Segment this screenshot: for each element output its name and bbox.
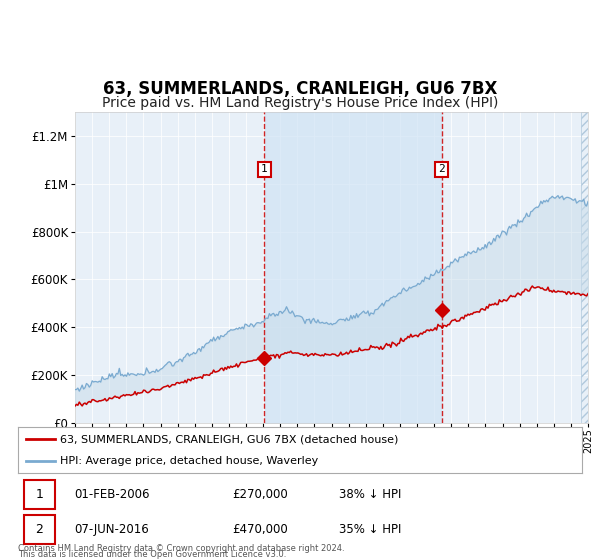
- FancyBboxPatch shape: [23, 515, 55, 544]
- Text: 35% ↓ HPI: 35% ↓ HPI: [340, 523, 402, 536]
- HPI: Average price, detached house, Waverley: (2.02e+03, 9.49e+05): Average price, detached house, Waverley:…: [559, 193, 566, 199]
- HPI: Average price, detached house, Waverley: (2.02e+03, 9.26e+05): Average price, detached house, Waverley:…: [584, 198, 592, 205]
- 63, SUMMERLANDS, CRANLEIGH, GU6 7BX (detached house): [584, 290, 592, 297]
- Text: 2: 2: [35, 523, 43, 536]
- 63, SUMMERLANDS, CRANLEIGH, GU6 7BX (detached house): [134, 389, 142, 396]
- 63, SUMMERLANDS, CRANLEIGH, GU6 7BX (detached house): [224, 363, 232, 370]
- Text: 38% ↓ HPI: 38% ↓ HPI: [340, 488, 402, 501]
- Text: 63, SUMMERLANDS, CRANLEIGH, GU6 7BX: 63, SUMMERLANDS, CRANLEIGH, GU6 7BX: [103, 80, 497, 98]
- Text: 63, SUMMERLANDS, CRANLEIGH, GU6 7BX (detached house): 63, SUMMERLANDS, CRANLEIGH, GU6 7BX (det…: [60, 434, 398, 444]
- Text: 01-FEB-2006: 01-FEB-2006: [74, 488, 150, 501]
- HPI: Average price, detached house, Waverley: (2e+03, 1.32e+05): Average price, detached house, Waverley:…: [76, 388, 83, 395]
- Text: £470,000: £470,000: [232, 523, 288, 536]
- Text: £270,000: £270,000: [232, 488, 288, 501]
- Text: HPI: Average price, detached house, Waverley: HPI: Average price, detached house, Wave…: [60, 456, 319, 466]
- Text: 1: 1: [261, 165, 268, 174]
- Text: Price paid vs. HM Land Registry's House Price Index (HPI): Price paid vs. HM Land Registry's House …: [102, 96, 498, 110]
- FancyBboxPatch shape: [23, 479, 55, 508]
- HPI: Average price, detached house, Waverley: (2.01e+03, 4.11e+05): Average price, detached house, Waverley:…: [243, 321, 250, 328]
- Line: 63, SUMMERLANDS, CRANLEIGH, GU6 7BX (detached house): 63, SUMMERLANDS, CRANLEIGH, GU6 7BX (det…: [75, 286, 588, 406]
- 63, SUMMERLANDS, CRANLEIGH, GU6 7BX (detached house): [71, 403, 79, 409]
- Line: HPI: Average price, detached house, Waverley: HPI: Average price, detached house, Wave…: [75, 195, 588, 391]
- HPI: Average price, detached house, Waverley: (2.01e+03, 4.45e+05): Average price, detached house, Waverley:…: [297, 313, 304, 320]
- Text: 07-JUN-2016: 07-JUN-2016: [74, 523, 149, 536]
- HPI: Average price, detached house, Waverley: (2e+03, 3.84e+05): Average price, detached house, Waverley:…: [226, 328, 233, 334]
- 63, SUMMERLANDS, CRANLEIGH, GU6 7BX (detached house): [250, 357, 257, 363]
- HPI: Average price, detached house, Waverley: (2e+03, 1.39e+05): Average price, detached house, Waverley:…: [71, 386, 79, 393]
- Text: This data is licensed under the Open Government Licence v3.0.: This data is licensed under the Open Gov…: [18, 550, 286, 559]
- Text: 2: 2: [438, 165, 445, 174]
- 63, SUMMERLANDS, CRANLEIGH, GU6 7BX (detached house): [529, 283, 536, 290]
- 63, SUMMERLANDS, CRANLEIGH, GU6 7BX (detached house): [296, 350, 303, 357]
- 63, SUMMERLANDS, CRANLEIGH, GU6 7BX (detached house): [557, 288, 565, 295]
- HPI: Average price, detached house, Waverley: (2.01e+03, 4.09e+05): Average price, detached house, Waverley:…: [251, 321, 259, 328]
- Text: 1: 1: [35, 488, 43, 501]
- Text: Contains HM Land Registry data © Crown copyright and database right 2024.: Contains HM Land Registry data © Crown c…: [18, 544, 344, 553]
- HPI: Average price, detached house, Waverley: (2.02e+03, 9.5e+05): Average price, detached house, Waverley:…: [554, 192, 562, 199]
- 63, SUMMERLANDS, CRANLEIGH, GU6 7BX (detached house): [241, 359, 248, 366]
- HPI: Average price, detached house, Waverley: (2e+03, 2.03e+05): Average price, detached house, Waverley:…: [136, 371, 143, 378]
